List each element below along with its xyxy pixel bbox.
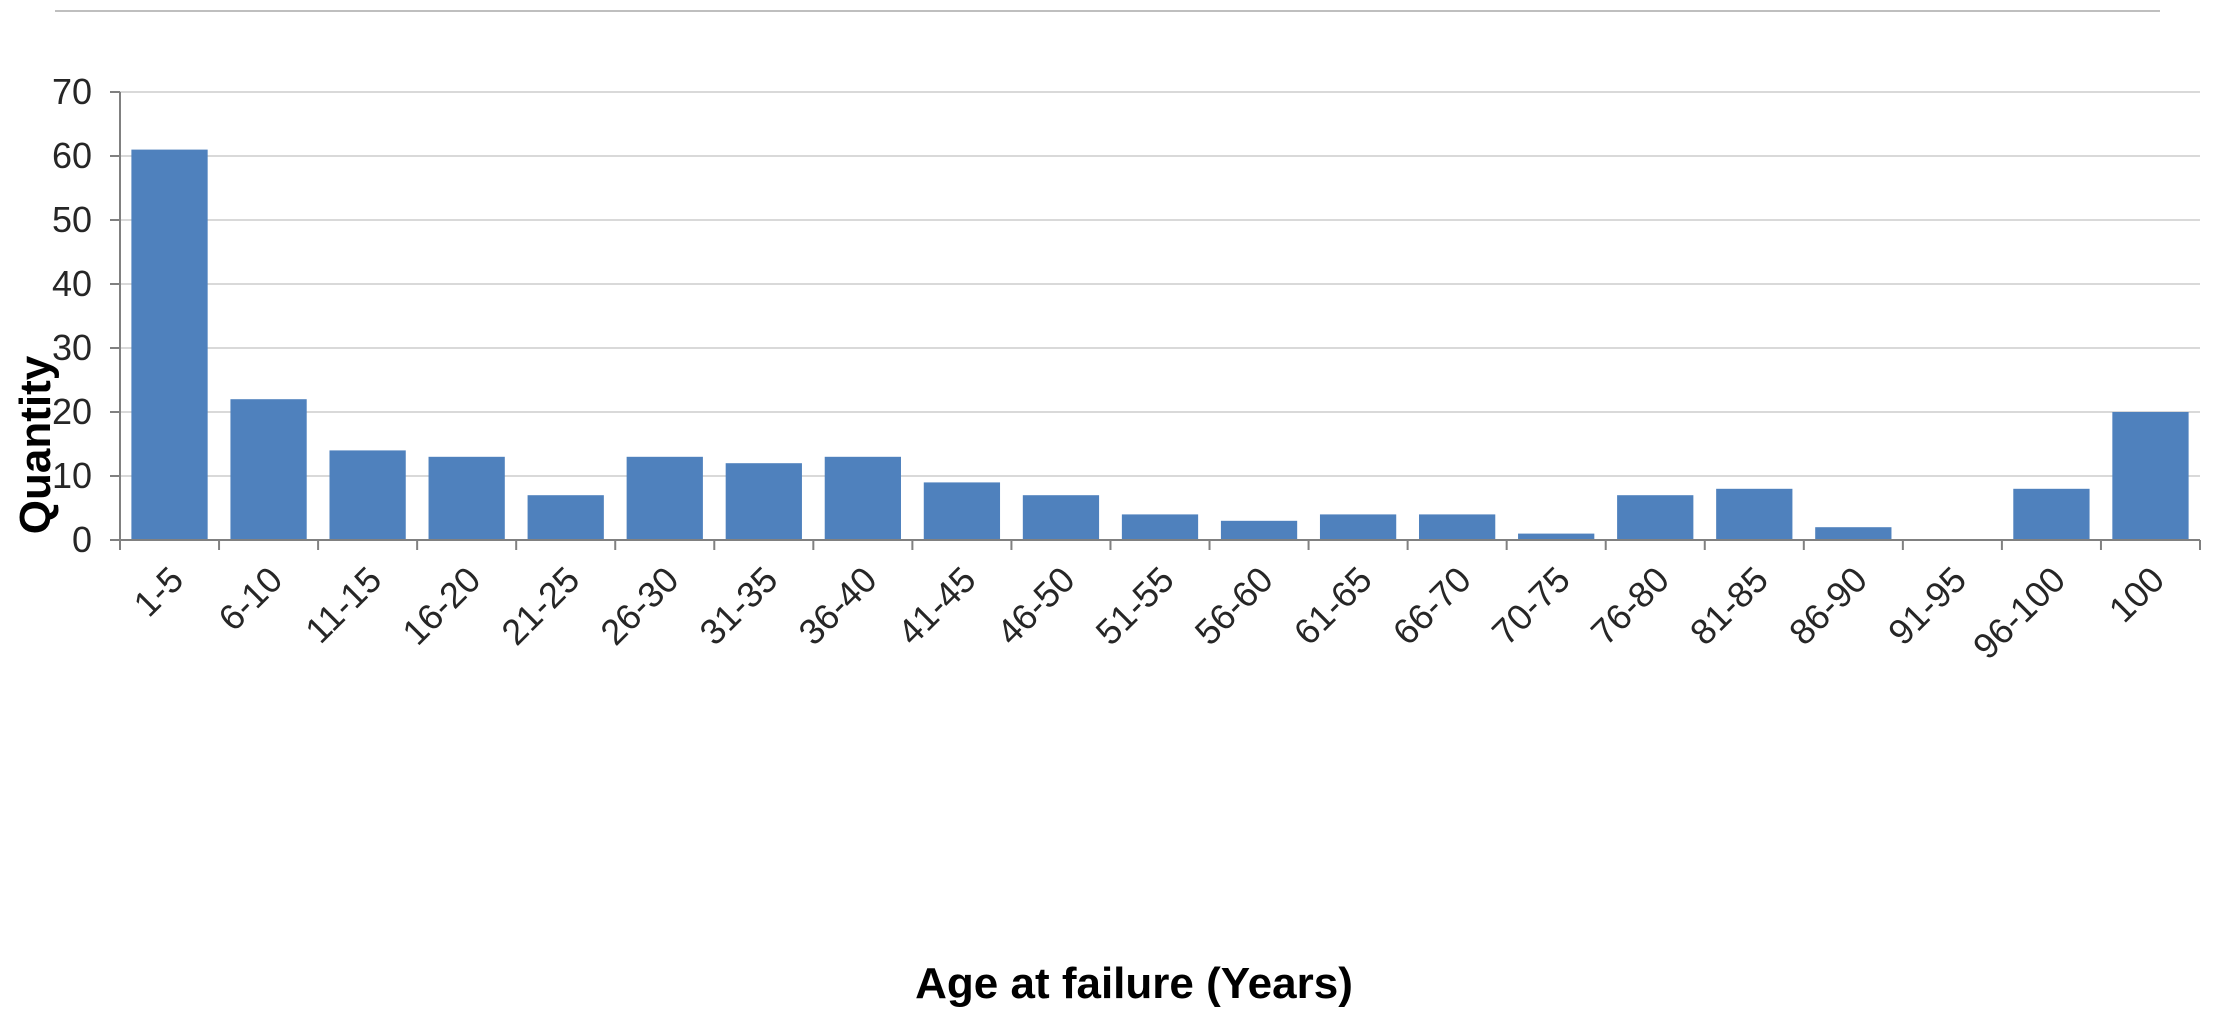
y-tick-label: 0 — [72, 519, 92, 560]
bar-70-75 — [1518, 533, 1595, 540]
x-tick-label: 16-20 — [394, 559, 488, 653]
x-tick-label: 91-95 — [1880, 559, 1974, 653]
x-tick-label: 11-15 — [297, 559, 389, 651]
y-tick-label: 40 — [52, 263, 92, 304]
x-tick-label: 66-70 — [1385, 559, 1479, 653]
y-tick-label: 70 — [52, 71, 92, 112]
x-tick-label: 70-75 — [1484, 559, 1578, 653]
y-tick-label: 20 — [52, 391, 92, 432]
x-tick-label: 6-10 — [210, 559, 290, 639]
x-tick-label: 21-25 — [493, 559, 587, 653]
x-tick-labels: 1-5 6-10 11-15 16-20 21-25 26-30 31-35 36-40 41-… — [125, 559, 2172, 667]
x-tick-label: 36-40 — [790, 559, 884, 653]
axes — [110, 91, 2201, 550]
x-tick-label: 86-90 — [1781, 559, 1875, 653]
x-tick-label: 100 — [2101, 559, 2172, 630]
bar-81-85 — [1716, 488, 1793, 540]
bar-1-5 — [131, 149, 208, 540]
x-tick-label: 81-85 — [1682, 559, 1776, 653]
bar-100 — [2112, 412, 2189, 540]
x-tick-label: 76-80 — [1583, 559, 1677, 653]
y-tick-label: 10 — [52, 455, 92, 496]
bar-96-100 — [2013, 488, 2090, 540]
top-divider — [55, 10, 2160, 12]
bar-61-65 — [1319, 514, 1397, 540]
bar-46-50 — [1022, 495, 1100, 540]
x-tick-label: 26-30 — [592, 559, 686, 653]
x-tick-label: 41-45 — [889, 559, 983, 653]
bar-16-20 — [428, 456, 505, 540]
x-tick-label: 31-35 — [691, 559, 785, 653]
bar-26-30 — [626, 456, 703, 540]
y-tick-label: 50 — [52, 199, 92, 240]
y-tick-label: 30 — [52, 327, 92, 368]
bar-41-45 — [923, 482, 1001, 540]
bar-31-35 — [725, 463, 802, 540]
x-tick-label: 96-100 — [1965, 559, 2073, 667]
x-tick-label: 61-65 — [1286, 559, 1380, 653]
x-tick-label: 46-50 — [989, 559, 1083, 653]
bar-36-40 — [824, 456, 901, 540]
bar-6-10 — [230, 399, 307, 540]
bar-51-55 — [1121, 514, 1199, 540]
bar-11-15 — [329, 450, 406, 540]
bar-86-90 — [1815, 527, 1892, 540]
x-axis-title: Age at failure (Years) — [915, 959, 1353, 1008]
grid-lines — [120, 91, 2200, 477]
bar-56-60 — [1220, 520, 1298, 540]
x-tick-label: 56-60 — [1187, 559, 1281, 653]
bars — [131, 149, 2189, 540]
bar-66-70 — [1419, 514, 1496, 540]
y-tick-labels: 0 10 20 30 40 50 60 70 — [52, 71, 92, 560]
x-tick-label: 1-5 — [125, 559, 191, 625]
x-tick-label: 51-55 — [1088, 559, 1182, 653]
bar-76-80 — [1617, 495, 1694, 540]
y-tick-label: 60 — [52, 135, 92, 176]
y-axis-title: Quantity — [11, 355, 60, 534]
bar-21-25 — [527, 495, 604, 540]
